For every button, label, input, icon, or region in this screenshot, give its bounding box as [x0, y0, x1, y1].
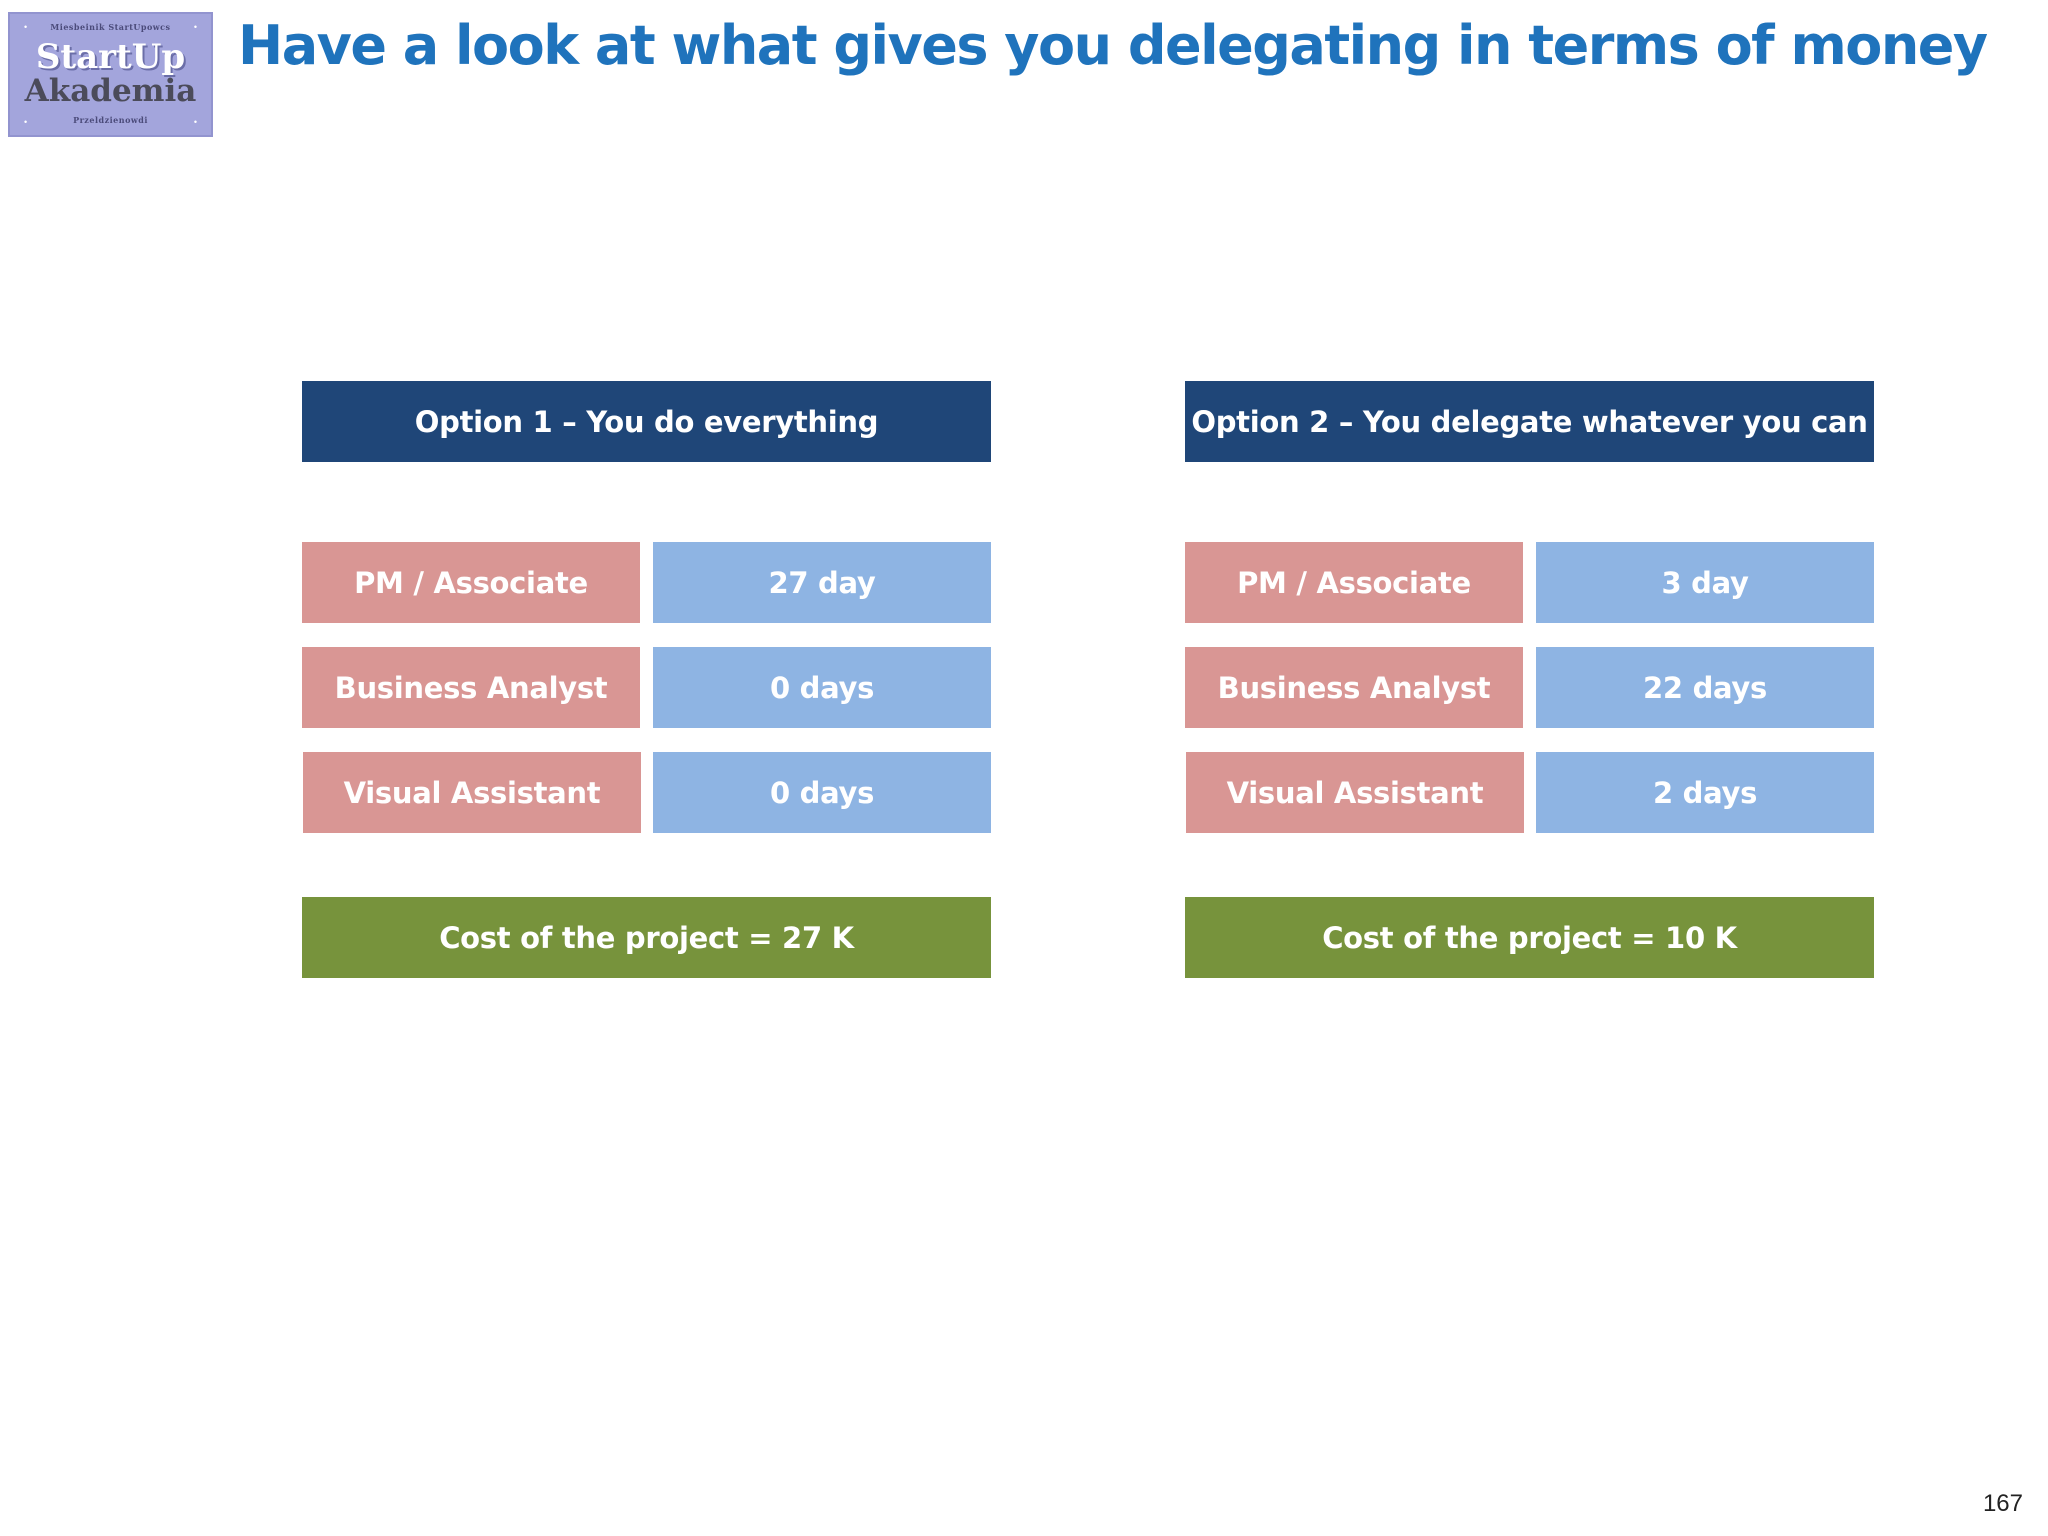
option1-header: Option 1 – You do everything	[302, 381, 991, 462]
option2-days-visual: 2 days	[1536, 752, 1874, 833]
option1-days-visual: 0 days	[653, 752, 991, 833]
slide-title: Have a look at what gives you delegating…	[238, 14, 1988, 77]
logo-startup-text: StartUp	[35, 37, 186, 77]
logo-akademia-text: Akademia	[24, 73, 197, 109]
page-number: 167	[1982, 1490, 2023, 1517]
option2-days-analyst: 22 days	[1536, 647, 1874, 728]
option1-days-analyst: 0 days	[653, 647, 991, 728]
option1-role-analyst: Business Analyst	[302, 647, 640, 728]
logo-dot-icon: •	[24, 117, 28, 127]
option2-role-pm: PM / Associate	[1185, 542, 1523, 623]
option2-days-pm: 3 day	[1536, 542, 1874, 623]
option1-role-visual: Visual Assistant	[303, 752, 641, 833]
option1-cost: Cost of the project = 27 K	[302, 897, 991, 978]
logo-dot-icon: •	[193, 117, 197, 127]
logo-dot-icon: •	[24, 22, 28, 32]
option2-role-visual: Visual Assistant	[1186, 752, 1524, 833]
option2-header: Option 2 – You delegate whatever you can	[1185, 381, 1874, 462]
logo-top-text: Miesbeinik StartUpowcs	[50, 22, 171, 32]
logo-bottom-text: Przeldzienowdi	[73, 115, 148, 125]
startup-akademia-logo: • • Miesbeinik StartUpowcs StartUp Akade…	[8, 12, 213, 137]
logo-dot-icon: •	[193, 22, 197, 32]
option2-role-analyst: Business Analyst	[1185, 647, 1523, 728]
option1-role-pm: PM / Associate	[302, 542, 640, 623]
option2-cost: Cost of the project = 10 K	[1185, 897, 1874, 978]
option1-days-pm: 27 day	[653, 542, 991, 623]
